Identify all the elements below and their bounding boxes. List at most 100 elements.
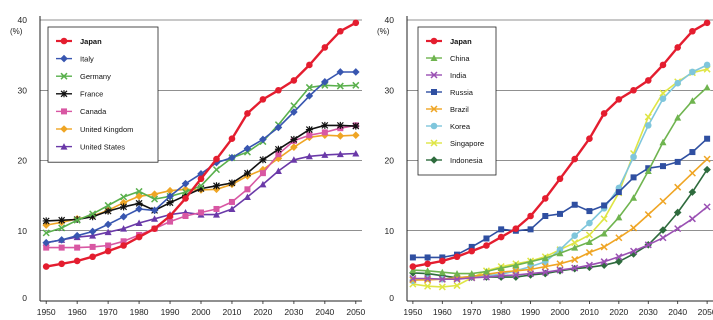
data-point-singapore <box>453 282 461 290</box>
y-axis-unit: (%) <box>377 27 390 36</box>
data-point-japan <box>228 135 236 143</box>
legend: Japan Italy Germany France Canada United King… <box>47 26 159 163</box>
data-point-united-states <box>259 180 267 188</box>
legend-entry-brazil: Brazil <box>426 105 469 114</box>
data-point-china <box>615 213 623 221</box>
data-point-china <box>644 167 652 175</box>
data-point-japan <box>483 242 490 249</box>
data-point-japan <box>497 233 505 241</box>
data-point-japan <box>439 257 446 265</box>
data-point-united-states <box>228 205 236 212</box>
data-point-japan <box>182 195 189 202</box>
data-point-united-states <box>321 151 329 158</box>
data-point-germany <box>58 224 66 232</box>
x-tick-label: 1990 <box>161 307 180 317</box>
x-tick-label: 2020 <box>253 307 272 317</box>
data-point-japan <box>104 247 112 255</box>
data-point-russia <box>571 201 578 208</box>
legend-label: United States <box>80 142 125 151</box>
data-point-korea <box>689 68 696 76</box>
data-point-japan <box>468 247 476 255</box>
data-point-italy <box>290 108 298 116</box>
data-point-france <box>104 207 112 215</box>
data-point-japan <box>424 260 431 268</box>
data-point-canada <box>182 212 189 219</box>
data-point-japan <box>151 225 158 232</box>
data-point-china <box>585 238 593 245</box>
legend-label: Germany <box>80 72 111 81</box>
data-point-canada <box>89 243 96 250</box>
data-point-russia <box>498 226 505 233</box>
legend-box <box>417 26 497 176</box>
data-point-india <box>585 261 593 269</box>
data-point-russia <box>439 254 446 261</box>
x-tick-label: 2040 <box>315 307 334 317</box>
data-point-japan <box>527 212 534 220</box>
data-point-china <box>630 194 638 201</box>
legend-entry-russia: Russia <box>426 88 474 97</box>
data-point-canada <box>167 218 174 225</box>
data-point-italy <box>57 236 66 244</box>
data-point-united-kingdom <box>166 186 174 195</box>
data-point-india <box>541 268 549 276</box>
x-tick-label: 2000 <box>551 307 570 317</box>
data-point-canada <box>213 205 220 212</box>
data-point-japan <box>275 86 282 94</box>
x-tick-label: 2000 <box>192 307 211 317</box>
data-point-china <box>527 258 535 265</box>
data-point-italy <box>42 238 50 247</box>
legend-box <box>47 26 159 163</box>
y-tick-label: 40 <box>385 15 395 25</box>
y-tick-label: 40 <box>18 15 28 25</box>
data-point-singapore <box>438 283 446 291</box>
data-point-india <box>453 275 461 283</box>
data-point-japan <box>89 253 96 261</box>
data-point-italy <box>73 231 81 240</box>
y-tick-label: 20 <box>385 156 395 166</box>
data-point-korea <box>571 232 579 239</box>
data-point-russia <box>424 254 431 261</box>
data-point-italy <box>228 153 236 162</box>
x-tick-label: 2030 <box>284 307 303 317</box>
data-point-italy <box>321 78 329 86</box>
data-point-china <box>497 264 505 271</box>
legend-label: Japan <box>80 37 102 46</box>
data-point-brazil <box>585 248 593 257</box>
data-point-japan <box>703 19 711 27</box>
data-point-india <box>659 234 667 242</box>
data-point-france <box>243 169 251 177</box>
data-point-united-kingdom <box>42 221 50 229</box>
data-point-italy <box>150 206 159 215</box>
data-point-brazil <box>556 260 564 268</box>
data-point-korea <box>659 95 667 102</box>
data-point-china <box>703 83 711 91</box>
series-canada <box>43 122 359 251</box>
data-point-japan <box>244 110 251 117</box>
x-tick-label: 2020 <box>609 307 628 317</box>
data-point-france <box>259 156 267 164</box>
data-point-united-kingdom <box>150 190 159 199</box>
x-tick-label: 1990 <box>521 307 540 317</box>
data-point-france <box>352 122 360 130</box>
data-point-germany <box>336 82 344 90</box>
legend-entry-canada: Canada <box>56 107 107 116</box>
data-point-japan <box>615 96 623 103</box>
data-point-india <box>600 258 608 266</box>
legend-label: Singapore <box>450 139 484 148</box>
data-point-japan <box>630 86 637 94</box>
data-point-singapore <box>659 89 667 97</box>
legend-entry-united-kingdom: United Kingdom <box>56 125 133 134</box>
x-tick-label: 2030 <box>639 307 658 317</box>
data-point-france <box>274 145 282 153</box>
data-point-singapore <box>585 231 593 239</box>
data-point-italy <box>259 135 267 144</box>
legend-marker <box>430 71 438 79</box>
data-point-singapore <box>424 282 432 290</box>
legend-label: China <box>450 54 470 63</box>
data-point-germany <box>352 81 360 89</box>
data-point-japan <box>135 233 143 241</box>
data-point-india <box>438 275 446 283</box>
data-point-france <box>212 182 220 190</box>
data-point-indonesia <box>615 257 623 266</box>
